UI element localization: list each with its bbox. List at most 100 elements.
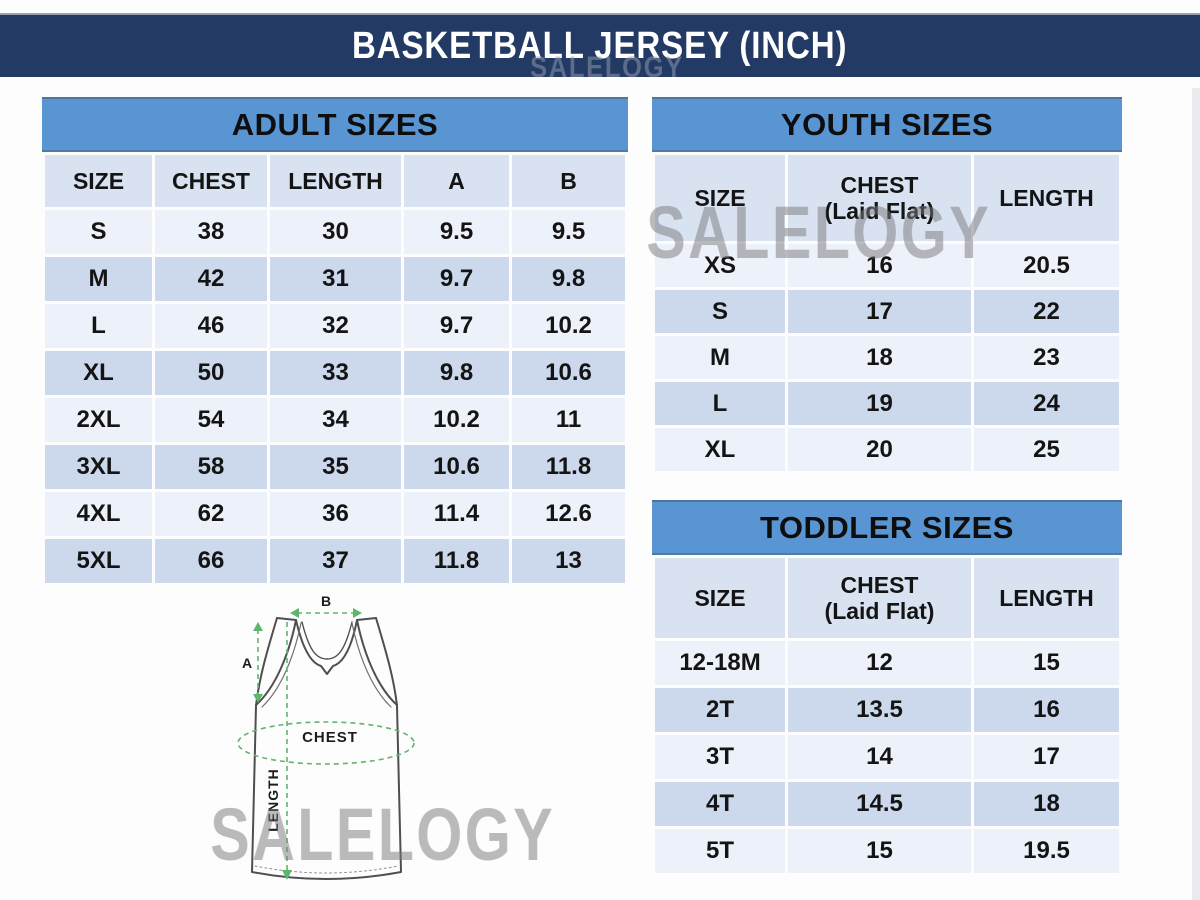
column-header-cell: SIZE bbox=[655, 155, 785, 241]
table-row: 4XL 62 36 11.4 12.6 bbox=[45, 492, 625, 536]
table-cell: 3T bbox=[655, 735, 785, 779]
table-cell: 11 bbox=[512, 398, 625, 442]
table-cell: 9.7 bbox=[404, 257, 509, 301]
table-cell: 18 bbox=[974, 782, 1119, 826]
youth-sizes-section: YOUTH SIZES SIZE CHEST (Laid Flat) LENGTH X… bbox=[652, 97, 1122, 474]
column-header-cell: LENGTH bbox=[974, 155, 1119, 241]
jersey-shoulder-straps bbox=[276, 617, 377, 621]
table-cell: 11.8 bbox=[512, 445, 625, 489]
table-cell: 62 bbox=[155, 492, 267, 536]
jersey-outline bbox=[251, 617, 402, 880]
jersey-hem-stitch bbox=[254, 865, 399, 874]
table-cell: 10.2 bbox=[404, 398, 509, 442]
table-cell: S bbox=[655, 290, 785, 333]
diagram-label-a: A bbox=[242, 655, 252, 671]
table-row: L 46 32 9.7 10.2 bbox=[45, 304, 625, 348]
table-cell: 5T bbox=[655, 829, 785, 873]
table-cell: 4T bbox=[655, 782, 785, 826]
diagram-label-b: B bbox=[321, 593, 331, 609]
table-cell: 10.6 bbox=[512, 351, 625, 395]
toddler-sizes-section: TODDLER SIZES SIZE CHEST (Laid Flat) LENGT… bbox=[652, 500, 1122, 876]
jersey-armhole-right-trim bbox=[351, 622, 392, 708]
table-cell: 25 bbox=[974, 428, 1119, 471]
adult-sizes-heading: ADULT SIZES bbox=[42, 97, 628, 152]
adult-sizes-table: SIZE CHEST LENGTH A B S 38 30 9.5 9.5 M 42 31 9.7 9.8 L… bbox=[42, 152, 628, 586]
table-row: M 18 23 bbox=[655, 336, 1119, 379]
table-cell: 24 bbox=[974, 382, 1119, 425]
column-header-cell: A bbox=[404, 155, 509, 207]
table-cell: 30 bbox=[270, 210, 401, 254]
jersey-armhole-left-trim bbox=[261, 622, 302, 708]
table-row: XL 20 25 bbox=[655, 428, 1119, 471]
table-cell: 66 bbox=[155, 539, 267, 583]
table-row: 5XL 66 37 11.8 13 bbox=[45, 539, 625, 583]
table-cell: L bbox=[45, 304, 152, 348]
table-cell: 33 bbox=[270, 351, 401, 395]
table-row: M 42 31 9.7 9.8 bbox=[45, 257, 625, 301]
column-header-row: SIZE CHEST (Laid Flat) LENGTH bbox=[655, 558, 1119, 638]
table-cell: 32 bbox=[270, 304, 401, 348]
column-header-cell: SIZE bbox=[45, 155, 152, 207]
table-cell: 9.5 bbox=[404, 210, 509, 254]
table-cell: 9.7 bbox=[404, 304, 509, 348]
column-header-cell: SIZE bbox=[655, 558, 785, 638]
table-row: 2XL 54 34 10.2 11 bbox=[45, 398, 625, 442]
table-cell: 2T bbox=[655, 688, 785, 732]
table-cell: 15 bbox=[788, 829, 971, 873]
table-cell: 10.6 bbox=[404, 445, 509, 489]
column-header-cell: CHEST (Laid Flat) bbox=[788, 155, 971, 241]
table-cell: 12 bbox=[788, 641, 971, 685]
youth-sizes-heading: YOUTH SIZES bbox=[652, 97, 1122, 152]
table-cell: 9.5 bbox=[512, 210, 625, 254]
table-cell: 35 bbox=[270, 445, 401, 489]
table-cell: 54 bbox=[155, 398, 267, 442]
table-cell: 36 bbox=[270, 492, 401, 536]
column-header-cell: CHEST bbox=[155, 155, 267, 207]
table-cell: 37 bbox=[270, 539, 401, 583]
table-row: 4T 14.5 18 bbox=[655, 782, 1119, 826]
table-cell: 17 bbox=[974, 735, 1119, 779]
table-cell: M bbox=[45, 257, 152, 301]
table-row: L 19 24 bbox=[655, 382, 1119, 425]
column-header-cell: LENGTH bbox=[270, 155, 401, 207]
table-cell: 11.4 bbox=[404, 492, 509, 536]
table-cell: 2XL bbox=[45, 398, 152, 442]
table-cell: 5XL bbox=[45, 539, 152, 583]
table-row: S 17 22 bbox=[655, 290, 1119, 333]
table-cell: 18 bbox=[788, 336, 971, 379]
jersey-armhole-left bbox=[255, 619, 297, 706]
table-cell: 19.5 bbox=[974, 829, 1119, 873]
diagram-label-chest: CHEST bbox=[302, 729, 358, 746]
table-row: 3T 14 17 bbox=[655, 735, 1119, 779]
table-cell: 13 bbox=[512, 539, 625, 583]
table-cell: 38 bbox=[155, 210, 267, 254]
column-header-row: SIZE CHEST LENGTH A B bbox=[45, 155, 625, 207]
table-cell: 14.5 bbox=[788, 782, 971, 826]
table-cell: 58 bbox=[155, 445, 267, 489]
table-row: 3XL 58 35 10.6 11.8 bbox=[45, 445, 625, 489]
jersey-armhole-right bbox=[356, 619, 398, 706]
table-cell: S bbox=[45, 210, 152, 254]
table-cell: 16 bbox=[788, 244, 971, 287]
table-cell: 13.5 bbox=[788, 688, 971, 732]
table-cell: XL bbox=[45, 351, 152, 395]
table-cell: 9.8 bbox=[512, 257, 625, 301]
toddler-sizes-table: SIZE CHEST (Laid Flat) LENGTH 12-18M 12 15 2T 1… bbox=[652, 555, 1122, 876]
table-row: XS 16 20.5 bbox=[655, 244, 1119, 287]
table-cell: 42 bbox=[155, 257, 267, 301]
jersey-diagram: B A CHEST LENGTH bbox=[237, 593, 415, 880]
table-cell: 11.8 bbox=[404, 539, 509, 583]
table-cell: 50 bbox=[155, 351, 267, 395]
diagram-label-length: LENGTH bbox=[265, 768, 281, 832]
table-cell: 19 bbox=[788, 382, 971, 425]
column-header-cell: B bbox=[512, 155, 625, 207]
table-cell: 9.8 bbox=[404, 351, 509, 395]
adult-sizes-section: ADULT SIZES SIZE CHEST LENGTH A B S 38 30 9.5 9.5… bbox=[42, 97, 628, 586]
table-cell: XL bbox=[655, 428, 785, 471]
table-row: S 38 30 9.5 9.5 bbox=[45, 210, 625, 254]
table-cell: 31 bbox=[270, 257, 401, 301]
table-row: XL 50 33 9.8 10.6 bbox=[45, 351, 625, 395]
table-cell: 22 bbox=[974, 290, 1119, 333]
table-cell: 12-18M bbox=[655, 641, 785, 685]
table-cell: XS bbox=[655, 244, 785, 287]
